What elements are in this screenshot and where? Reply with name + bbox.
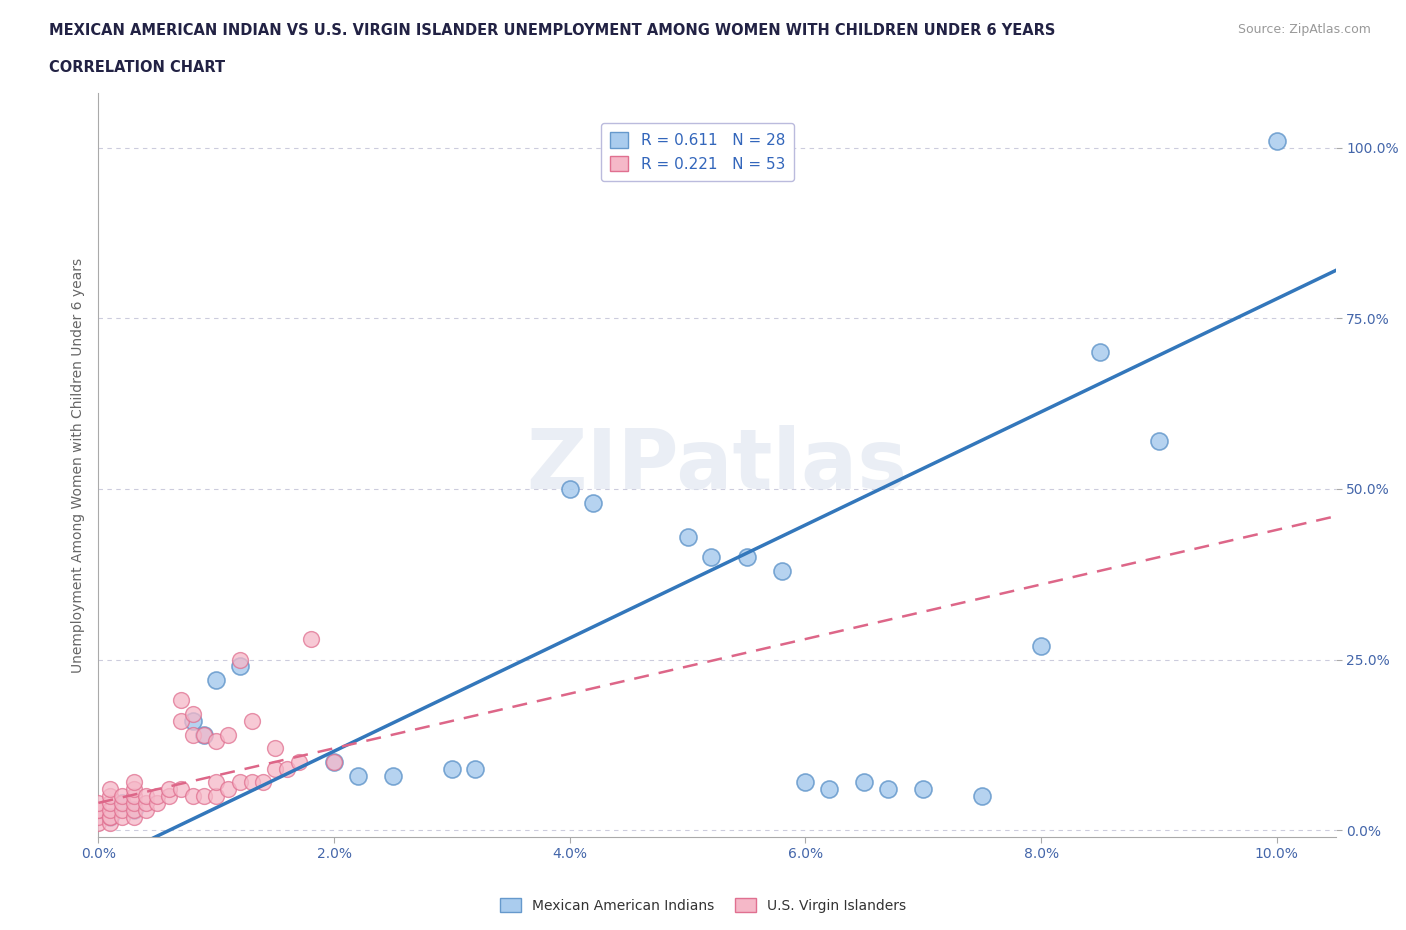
Point xyxy=(205,672,228,687)
Point xyxy=(122,789,145,804)
Point xyxy=(98,816,121,830)
Point xyxy=(122,775,145,790)
Point xyxy=(1088,345,1111,360)
Point xyxy=(157,782,180,797)
Point xyxy=(912,782,935,797)
Point xyxy=(287,754,309,769)
Text: Source: ZipAtlas.com: Source: ZipAtlas.com xyxy=(1237,23,1371,36)
Point xyxy=(346,768,368,783)
Point xyxy=(1147,433,1170,448)
Point xyxy=(135,789,157,804)
Point xyxy=(193,727,215,742)
Point xyxy=(111,789,134,804)
Point xyxy=(87,795,110,810)
Point xyxy=(135,803,157,817)
Point xyxy=(146,789,169,804)
Point xyxy=(853,775,876,790)
Point xyxy=(299,631,322,646)
Point xyxy=(181,727,204,742)
Point xyxy=(111,795,134,810)
Y-axis label: Unemployment Among Women with Children Under 6 years: Unemployment Among Women with Children U… xyxy=(70,258,84,672)
Point xyxy=(582,495,605,510)
Point xyxy=(558,482,581,497)
Legend: Mexican American Indians, U.S. Virgin Islanders: Mexican American Indians, U.S. Virgin Is… xyxy=(495,893,911,919)
Point xyxy=(818,782,841,797)
Point xyxy=(122,782,145,797)
Point xyxy=(87,809,110,824)
Point xyxy=(170,782,193,797)
Point xyxy=(440,762,463,777)
Point xyxy=(157,789,180,804)
Point xyxy=(181,707,204,722)
Point xyxy=(240,775,263,790)
Point xyxy=(205,789,228,804)
Point xyxy=(87,803,110,817)
Point xyxy=(1029,638,1052,653)
Point xyxy=(193,727,215,742)
Point xyxy=(146,795,169,810)
Point xyxy=(264,762,287,777)
Point xyxy=(229,659,252,674)
Point xyxy=(193,789,215,804)
Point xyxy=(87,803,110,817)
Point xyxy=(217,782,239,797)
Point xyxy=(122,795,145,810)
Point xyxy=(170,693,193,708)
Text: MEXICAN AMERICAN INDIAN VS U.S. VIRGIN ISLANDER UNEMPLOYMENT AMONG WOMEN WITH CH: MEXICAN AMERICAN INDIAN VS U.S. VIRGIN I… xyxy=(49,23,1056,38)
Point xyxy=(264,741,287,756)
Point xyxy=(111,809,134,824)
Point xyxy=(98,809,121,824)
Point xyxy=(98,789,121,804)
Point xyxy=(735,550,758,565)
Text: ZIPatlas: ZIPatlas xyxy=(527,424,907,506)
Point xyxy=(229,775,252,790)
Point xyxy=(98,809,121,824)
Point xyxy=(323,754,346,769)
Point xyxy=(111,803,134,817)
Point xyxy=(464,762,486,777)
Point xyxy=(170,713,193,728)
Point xyxy=(252,775,274,790)
Text: CORRELATION CHART: CORRELATION CHART xyxy=(49,60,225,75)
Point xyxy=(382,768,405,783)
Point xyxy=(181,789,204,804)
Point xyxy=(877,782,900,797)
Point xyxy=(122,803,145,817)
Point xyxy=(972,789,994,804)
Point xyxy=(181,713,204,728)
Point xyxy=(205,734,228,749)
Point xyxy=(98,803,121,817)
Point xyxy=(770,564,793,578)
Point xyxy=(676,529,699,544)
Point xyxy=(229,652,252,667)
Point xyxy=(794,775,817,790)
Point xyxy=(323,754,346,769)
Point xyxy=(240,713,263,728)
Legend: R = 0.611   N = 28, R = 0.221   N = 53: R = 0.611 N = 28, R = 0.221 N = 53 xyxy=(600,123,794,181)
Point xyxy=(700,550,723,565)
Point xyxy=(217,727,239,742)
Point xyxy=(98,782,121,797)
Point xyxy=(135,795,157,810)
Point xyxy=(87,816,110,830)
Point xyxy=(122,803,145,817)
Point xyxy=(98,809,121,824)
Point xyxy=(276,762,298,777)
Point xyxy=(122,809,145,824)
Point xyxy=(205,775,228,790)
Point xyxy=(111,795,134,810)
Point xyxy=(98,795,121,810)
Point xyxy=(1265,133,1288,148)
